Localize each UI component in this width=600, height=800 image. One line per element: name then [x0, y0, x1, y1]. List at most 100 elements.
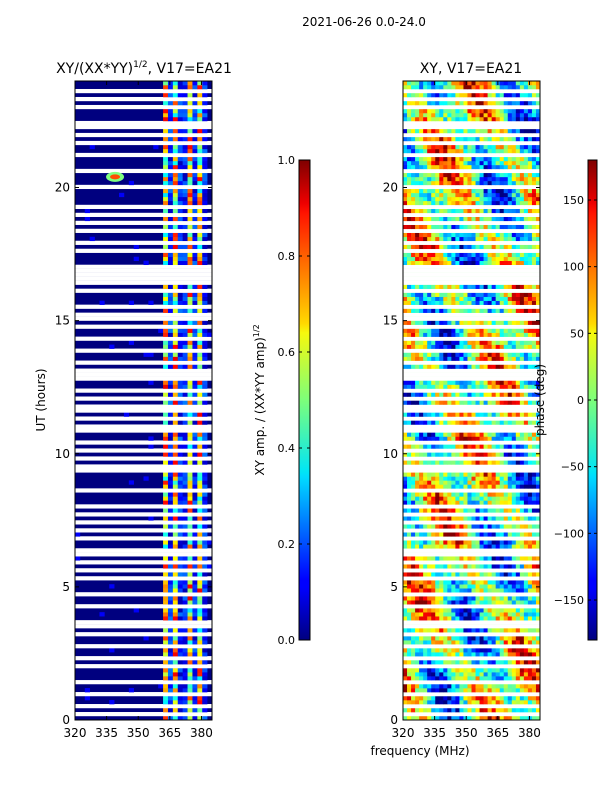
heatmap-cell: [431, 532, 436, 537]
heatmap-cell: [177, 136, 183, 142]
heatmap-cell: [403, 420, 408, 425]
heatmap-cell: [535, 436, 540, 441]
heatmap-cell: [172, 196, 179, 202]
heatmap-cell: [503, 540, 509, 545]
heatmap-cell: [519, 668, 525, 673]
heatmap-cell: [187, 460, 193, 465]
heatmap-cell: [403, 112, 408, 118]
heatmap-cell: [431, 600, 436, 605]
heatmap-cell: [535, 188, 540, 194]
heatmap-cell: [435, 616, 440, 621]
heatmap-cell: [507, 420, 513, 425]
heatmap-cell: [511, 460, 517, 465]
heatmap-cell: [523, 608, 529, 613]
heatmap-cell: [535, 716, 540, 720]
heatmap-cell: [443, 108, 448, 114]
heatmap-cell: [427, 672, 432, 677]
heatmap-cell: [419, 332, 424, 337]
heatmap-cell: [192, 496, 198, 501]
heatmap-cell: [491, 308, 496, 313]
heatmap-cell: [499, 244, 505, 250]
heatmap-cell: [89, 236, 95, 242]
heatmap-cell: [463, 176, 468, 182]
heatmap-cell: [483, 108, 488, 114]
heatmap-cell: [439, 224, 444, 230]
heatmap-cell: [167, 136, 174, 142]
heatmap-cell: [475, 292, 480, 297]
heatmap-cell: [511, 192, 517, 198]
heatmap-cell: [197, 128, 203, 134]
heatmap-cell: [419, 164, 424, 170]
heatmap-cell: [207, 332, 212, 337]
heatmap-cell: [419, 500, 424, 505]
heatmap-cell: [467, 252, 472, 258]
heatmap-cell: [447, 328, 452, 333]
heatmap-cell: [531, 572, 537, 577]
heatmap-cell: [419, 108, 424, 114]
heatmap-cell: [163, 684, 169, 689]
heatmap-cell: [431, 708, 436, 713]
heatmap-cell: [523, 92, 529, 98]
heatmap-cell: [187, 180, 193, 186]
heatmap-cell: [491, 260, 496, 266]
heatmap-cell: [523, 696, 529, 701]
heatmap-cell: [475, 556, 480, 561]
heatmap-cell: [531, 612, 537, 617]
heatmap-cell: [511, 640, 517, 645]
heatmap-cell: [197, 708, 203, 713]
heatmap-cell: [531, 672, 537, 677]
heatmap-cell: [531, 164, 537, 170]
colorbar-tick-label: −150: [554, 594, 584, 607]
heatmap-cell: [451, 612, 456, 617]
heatmap-cell: [182, 412, 188, 417]
heatmap-cell: [451, 400, 456, 405]
heatmap-cell: [491, 236, 496, 242]
heatmap-cell: [415, 328, 420, 333]
heatmap-cell: [411, 232, 416, 238]
flagged-row: [403, 324, 540, 329]
heatmap-cell: [447, 296, 452, 301]
heatmap-cell: [527, 216, 533, 222]
heatmap-cell: [411, 640, 416, 645]
heatmap-cell: [523, 380, 529, 385]
heatmap-cell: [182, 156, 188, 162]
heatmap-cell: [519, 508, 525, 513]
flagged-row: [403, 336, 540, 341]
heatmap-cell: [455, 320, 460, 325]
heatmap-cell: [187, 476, 193, 481]
heatmap-cell: [172, 676, 179, 681]
heatmap-cell: [479, 244, 484, 250]
heatmap-cell: [463, 81, 468, 86]
heatmap-cell: [511, 480, 517, 485]
heatmap-cell: [403, 244, 408, 250]
heatmap-cell: [475, 596, 480, 601]
heatmap-cell: [407, 412, 412, 417]
heatmap-cell: [447, 224, 452, 230]
heatmap-cell: [527, 508, 533, 513]
heatmap-cell: [192, 500, 198, 505]
heatmap-cell: [197, 696, 203, 701]
heatmap-cell: [483, 676, 488, 681]
heatmap-cell: [192, 308, 198, 313]
heatmap-cell: [411, 81, 416, 86]
heatmap-cell: [451, 92, 456, 98]
heatmap-cell: [479, 492, 484, 497]
heatmap-cell: [177, 100, 183, 106]
heatmap-cell: [419, 284, 424, 289]
heatmap-cell: [531, 244, 537, 250]
heatmap-cell: [519, 84, 525, 90]
heatmap-cell: [187, 164, 193, 170]
heatmap-cell: [459, 244, 464, 250]
heatmap-cell: [192, 328, 198, 333]
heatmap-cell: [471, 116, 476, 122]
heatmap-cell: [423, 540, 428, 545]
heatmap-cell: [491, 672, 496, 677]
heatmap-cell: [515, 180, 521, 186]
heatmap-cell: [531, 544, 537, 549]
heatmap-cell: [443, 608, 448, 613]
heatmap-cell: [483, 384, 488, 389]
heatmap-cell: [172, 148, 179, 154]
heatmap-cell: [483, 196, 488, 202]
heatmap-cell: [423, 244, 428, 250]
heatmap-cell: [523, 236, 529, 242]
